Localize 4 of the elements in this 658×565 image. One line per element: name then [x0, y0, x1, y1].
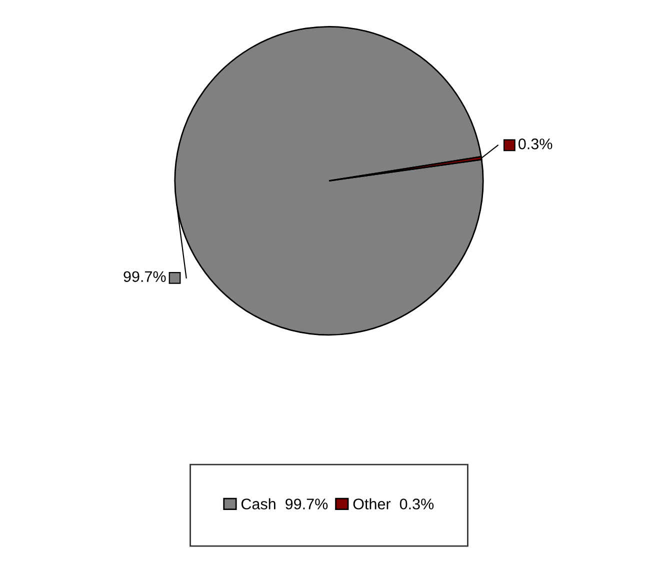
legend-label: Cash 99.7% [241, 498, 328, 510]
legend-label: Other 0.3% [353, 498, 434, 510]
data-label: 99.7% [124, 271, 166, 282]
data-label: 0.3% [518, 138, 552, 150]
